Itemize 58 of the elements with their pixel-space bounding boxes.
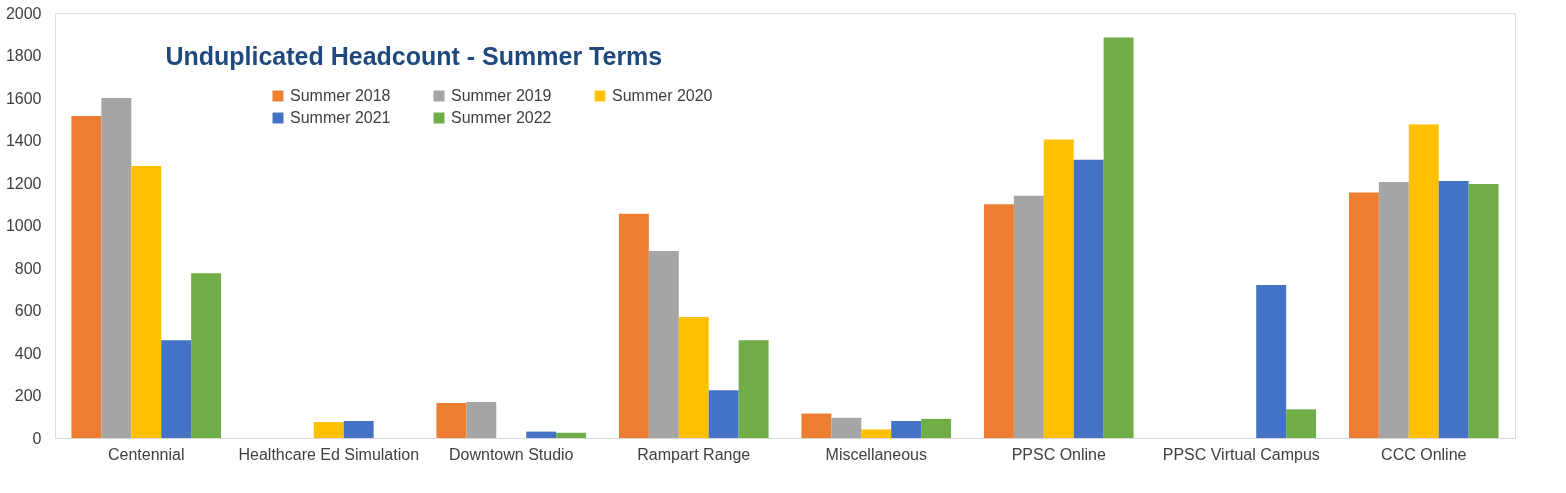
x-tick-label: Rampart Range (637, 445, 751, 463)
bar (343, 421, 374, 438)
x-tick-label: PPSC Virtual Campus (1162, 445, 1320, 463)
bar (436, 402, 467, 438)
bar (1438, 180, 1469, 438)
y-tick-label: 600 (14, 302, 42, 319)
legend-label: Summer 2020 (612, 87, 713, 104)
bar (1378, 181, 1409, 438)
bar (101, 98, 132, 438)
bar (71, 116, 102, 438)
bar (556, 432, 587, 438)
x-tick-label: Centennial (108, 445, 185, 463)
bar (1043, 139, 1074, 438)
bar (313, 422, 344, 438)
text: Unduplicated Headcount - Summer Terms (165, 42, 663, 70)
bar (131, 166, 162, 438)
bar (891, 421, 922, 438)
bar (1013, 195, 1044, 438)
bar (831, 417, 862, 438)
bar (1073, 159, 1104, 438)
y-tick-label: 1800 (5, 47, 42, 64)
bar (1286, 409, 1317, 438)
bar (161, 340, 192, 438)
bar (1348, 192, 1379, 438)
bar (921, 418, 952, 438)
bar (708, 390, 739, 438)
bar (618, 213, 649, 438)
bar (738, 340, 769, 438)
y-tick-label: 1200 (5, 174, 42, 192)
x-tick-label: CCC Online (1381, 445, 1467, 463)
y-tick-label: 400 (14, 344, 42, 362)
y-tick-label: 2000 (5, 4, 42, 22)
bar (1103, 37, 1134, 438)
x-tick-label: PPSC Online (1011, 445, 1106, 463)
legend-label: Summer 2018 (290, 87, 391, 104)
bar (678, 316, 709, 438)
legend-label: Summer 2021 (290, 109, 391, 126)
bar (191, 273, 222, 438)
x-tick-label: Miscellaneous (825, 445, 927, 463)
bar (1408, 124, 1439, 438)
y-tick-label: 200 (14, 387, 42, 404)
y-tick-label: 1400 (5, 132, 42, 149)
x-tick-label: Downtown Studio (448, 445, 574, 463)
y-tick-label: 1600 (5, 89, 42, 107)
legend-label: Summer 2022 (451, 109, 552, 126)
legend-label: Summer 2019 (451, 87, 552, 104)
bar (801, 413, 832, 438)
bar (1256, 285, 1287, 438)
bar (526, 431, 557, 438)
x-tick-label: Healthcare Ed Simulation (238, 445, 420, 463)
bar (983, 204, 1014, 438)
bar (648, 251, 679, 438)
bar (861, 429, 892, 438)
bar (1468, 184, 1499, 438)
y-tick-label: 800 (14, 259, 42, 277)
bar (466, 401, 497, 438)
y-tick-label: 0 (32, 429, 42, 447)
y-tick-label: 1000 (5, 217, 42, 234)
